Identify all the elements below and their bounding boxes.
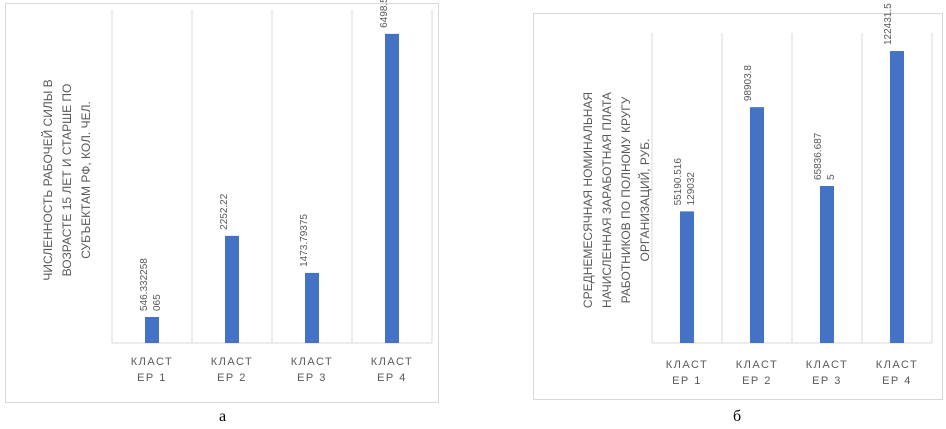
panel-label-b: б [733, 408, 742, 425]
category-label: КЛАСТ ЕР 1 [131, 356, 174, 384]
data-label: 2252.22 [219, 193, 230, 230]
bar [225, 235, 239, 343]
data-label-line: 2252.22 [219, 193, 230, 230]
category-label-line: КЛАСТ [371, 356, 414, 368]
y-axis-title-line: СУБЪЕКТАМ РФ, КОЛ. ЧЕЛ. [79, 101, 93, 259]
data-label-line: 1473.79375 [299, 214, 310, 267]
y-axis-title: ЧИСЛЕННОСТЬ РАБОЧЕЙ СИЛЫ В ВОЗРАСТЕ 15 ЛЕ… [40, 79, 93, 280]
data-label-line: 6498.5 [379, 0, 390, 28]
bar [305, 272, 319, 343]
bar [385, 33, 399, 344]
category-label: КЛАСТ ЕР 2 [211, 356, 254, 384]
data-label: 6498.5 [379, 0, 390, 28]
panel-label-a: а [219, 408, 227, 425]
data-label: 546.332258 065 [139, 258, 163, 311]
data-label-line: 065 [152, 294, 163, 311]
category-label-line: ЕР 3 [297, 372, 327, 384]
category-label-line: ЕР 1 [137, 372, 167, 384]
category-label-line: КЛАСТ [211, 356, 254, 368]
category-label-line: ЕР 2 [217, 372, 247, 384]
category-label: КЛАСТ ЕР 4 [371, 356, 414, 384]
chart-a-frame [5, 3, 439, 403]
bar [145, 317, 159, 343]
y-axis-title-line: ЧИСЛЕННОСТЬ РАБОЧЕЙ СИЛЫ В [40, 79, 55, 280]
y-axis-title-line: ВОЗРАСТЕ 15 ЛЕТ И СТАРШЕ ПО [60, 84, 74, 277]
category-label-line: КЛАСТ [291, 356, 334, 368]
category-label-line: ЕР 4 [377, 372, 407, 384]
category-label: КЛАСТ ЕР 3 [291, 356, 334, 384]
data-label-line: 546.332258 [139, 258, 150, 311]
data-label: 1473.79375 [299, 214, 310, 267]
category-label-line: КЛАСТ [131, 356, 174, 368]
chart-b-frame [533, 13, 943, 400]
